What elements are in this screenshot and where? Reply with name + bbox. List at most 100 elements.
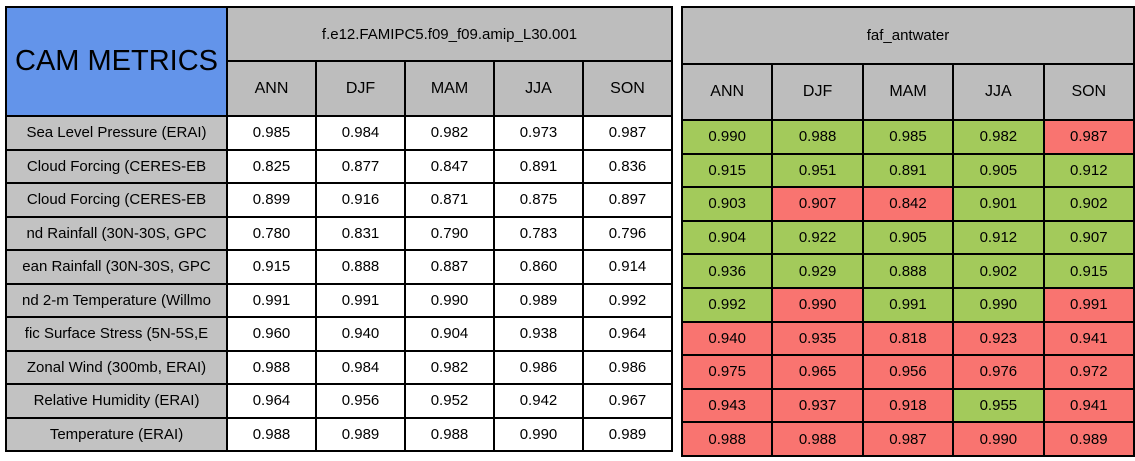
metric-label: Sea Level Pressure (ERAI) [5, 115, 228, 151]
table-row: 0.904 0.922 0.905 0.912 0.907 [680, 219, 1135, 256]
baseline-metrics-table: CAM METRICS f.e12.FAMIPC5.f09_f09.amip_L… [5, 6, 673, 452]
value-cell: 0.790 [404, 215, 495, 251]
value-cell-bad: 0.990 [952, 421, 1045, 457]
value-cell: 0.967 [582, 383, 673, 419]
table-row: 0.988 0.988 0.987 0.990 0.989 [680, 421, 1135, 457]
value-cell: 0.988 [226, 349, 317, 385]
value-cell: 0.877 [315, 148, 406, 184]
table-row: nd Rainfall (30N-30S, GPC 0.780 0.831 0.790… [5, 215, 673, 251]
table-row: 0.992 0.990 0.991 0.990 0.991 [680, 286, 1135, 323]
value-cell: 0.783 [493, 215, 584, 251]
table-row: 0.943 0.937 0.918 0.955 0.941 [680, 387, 1135, 424]
value-cell-good: 0.903 [680, 186, 774, 222]
value-cell-good: 0.992 [680, 286, 774, 323]
value-cell: 0.952 [404, 383, 495, 419]
value-cell-good: 0.902 [952, 253, 1045, 289]
table-row: Relative Humidity (ERAI) 0.964 0.956 0.952 0… [5, 383, 673, 419]
value-cell-good: 0.905 [952, 152, 1045, 189]
value-cell-bad: 0.975 [680, 354, 774, 390]
metric-label: Cloud Forcing (CERES-EB [5, 182, 228, 218]
value-cell-bad: 0.991 [1042, 286, 1135, 323]
value-cell-good: 0.988 [771, 119, 864, 155]
value-cell-good: 0.902 [1042, 186, 1135, 222]
table-row: 0.990 0.988 0.985 0.982 0.987 [680, 119, 1135, 155]
value-cell: 0.825 [226, 148, 317, 184]
value-cell-bad: 0.987 [861, 421, 955, 457]
metric-label: Relative Humidity (ERAI) [5, 383, 228, 419]
value-cell: 0.988 [226, 416, 317, 452]
run-name-experiment: faf_antwater [681, 6, 1135, 65]
season-header-djf: DJF [771, 63, 864, 121]
value-cell-bad: 0.990 [771, 286, 864, 323]
table-row: Cloud Forcing (CERES-EB 0.899 0.916 0.871 0.… [5, 182, 673, 218]
season-header-mam: MAM [861, 63, 955, 121]
value-cell-bad: 0.842 [861, 186, 955, 222]
value-cell-bad: 0.918 [861, 387, 955, 424]
value-cell: 0.904 [404, 316, 495, 352]
value-cell: 0.984 [315, 349, 406, 385]
table-row: Temperature (ERAI) 0.988 0.989 0.988 0.990 0.… [5, 416, 673, 452]
value-cell-bad: 0.935 [771, 320, 864, 357]
season-header-mam: MAM [404, 60, 495, 117]
value-cell-good: 0.922 [771, 219, 864, 256]
value-cell-good: 0.991 [861, 286, 955, 323]
value-cell-bad: 0.987 [1042, 119, 1135, 155]
season-header-jja: JJA [952, 63, 1045, 121]
table-row: nd 2-m Temperature (Willmo 0.991 0.991 0.99… [5, 282, 673, 318]
metric-label: ean Rainfall (30N-30S, GPC [5, 249, 228, 285]
value-cell: 0.989 [315, 416, 406, 452]
experiment-metrics-table: faf_antwater ANN DJF MAM JJA SON 0.990 0.… [680, 6, 1135, 457]
value-cell-bad: 0.989 [1042, 421, 1135, 457]
table-row: 0.915 0.951 0.891 0.905 0.912 [680, 152, 1135, 189]
metric-label: Cloud Forcing (CERES-EB [5, 148, 228, 184]
metric-label: Zonal Wind (300mb, ERAI) [5, 349, 228, 385]
value-cell: 0.990 [493, 416, 584, 452]
value-cell-good: 0.912 [952, 219, 1045, 256]
table-row: Zonal Wind (300mb, ERAI) 0.988 0.984 0.982 0… [5, 349, 673, 385]
value-cell: 0.860 [493, 249, 584, 285]
value-cell: 0.987 [582, 115, 673, 151]
value-cell: 0.831 [315, 215, 406, 251]
season-header-son: SON [1042, 63, 1135, 121]
value-cell: 0.897 [582, 182, 673, 218]
table-row: ean Rainfall (30N-30S, GPC 0.915 0.888 0.88… [5, 249, 673, 285]
value-cell: 0.986 [493, 349, 584, 385]
value-cell: 0.942 [493, 383, 584, 419]
value-cell: 0.964 [582, 316, 673, 352]
run-name-baseline: f.e12.FAMIPC5.f09_f09.amip_L30.001 [226, 6, 673, 62]
value-cell: 0.986 [582, 349, 673, 385]
value-cell: 0.956 [315, 383, 406, 419]
value-cell-good: 0.955 [952, 387, 1045, 424]
value-cell-good: 0.982 [952, 119, 1045, 155]
value-cell-good: 0.915 [680, 152, 774, 189]
value-cell: 0.991 [226, 282, 317, 318]
season-header-ann: ANN [680, 63, 774, 121]
value-cell-good: 0.891 [861, 152, 955, 189]
metric-label: fic Surface Stress (5N-5S,E [5, 316, 228, 352]
value-cell: 0.984 [315, 115, 406, 151]
value-cell-bad: 0.976 [952, 354, 1045, 390]
value-cell: 0.899 [226, 182, 317, 218]
table-row: fic Surface Stress (5N-5S,E 0.960 0.940 0.9… [5, 316, 673, 352]
value-cell-bad: 0.907 [771, 186, 864, 222]
value-cell: 0.847 [404, 148, 495, 184]
value-cell-good: 0.990 [952, 286, 1045, 323]
value-cell: 0.982 [404, 115, 495, 151]
value-cell: 0.780 [226, 215, 317, 251]
value-cell: 0.991 [315, 282, 406, 318]
value-cell-good: 0.905 [861, 219, 955, 256]
baseline-rows: Sea Level Pressure (ERAI) 0.985 0.984 0.982… [5, 115, 673, 452]
experiment-rows: 0.990 0.988 0.985 0.982 0.987 0.915 0.951 0.891… [680, 119, 1135, 457]
value-cell-good: 0.904 [680, 219, 774, 256]
table-row: 0.940 0.935 0.818 0.923 0.941 [680, 320, 1135, 357]
value-cell-good: 0.901 [952, 186, 1045, 222]
value-cell-good: 0.907 [1042, 219, 1135, 256]
value-cell: 0.938 [493, 316, 584, 352]
value-cell: 0.940 [315, 316, 406, 352]
season-header-son: SON [582, 60, 673, 117]
value-cell: 0.988 [404, 416, 495, 452]
table-row: Sea Level Pressure (ERAI) 0.985 0.984 0.982… [5, 115, 673, 151]
table-title: CAM METRICS [5, 6, 228, 117]
value-cell: 0.888 [315, 249, 406, 285]
value-cell: 0.992 [582, 282, 673, 318]
